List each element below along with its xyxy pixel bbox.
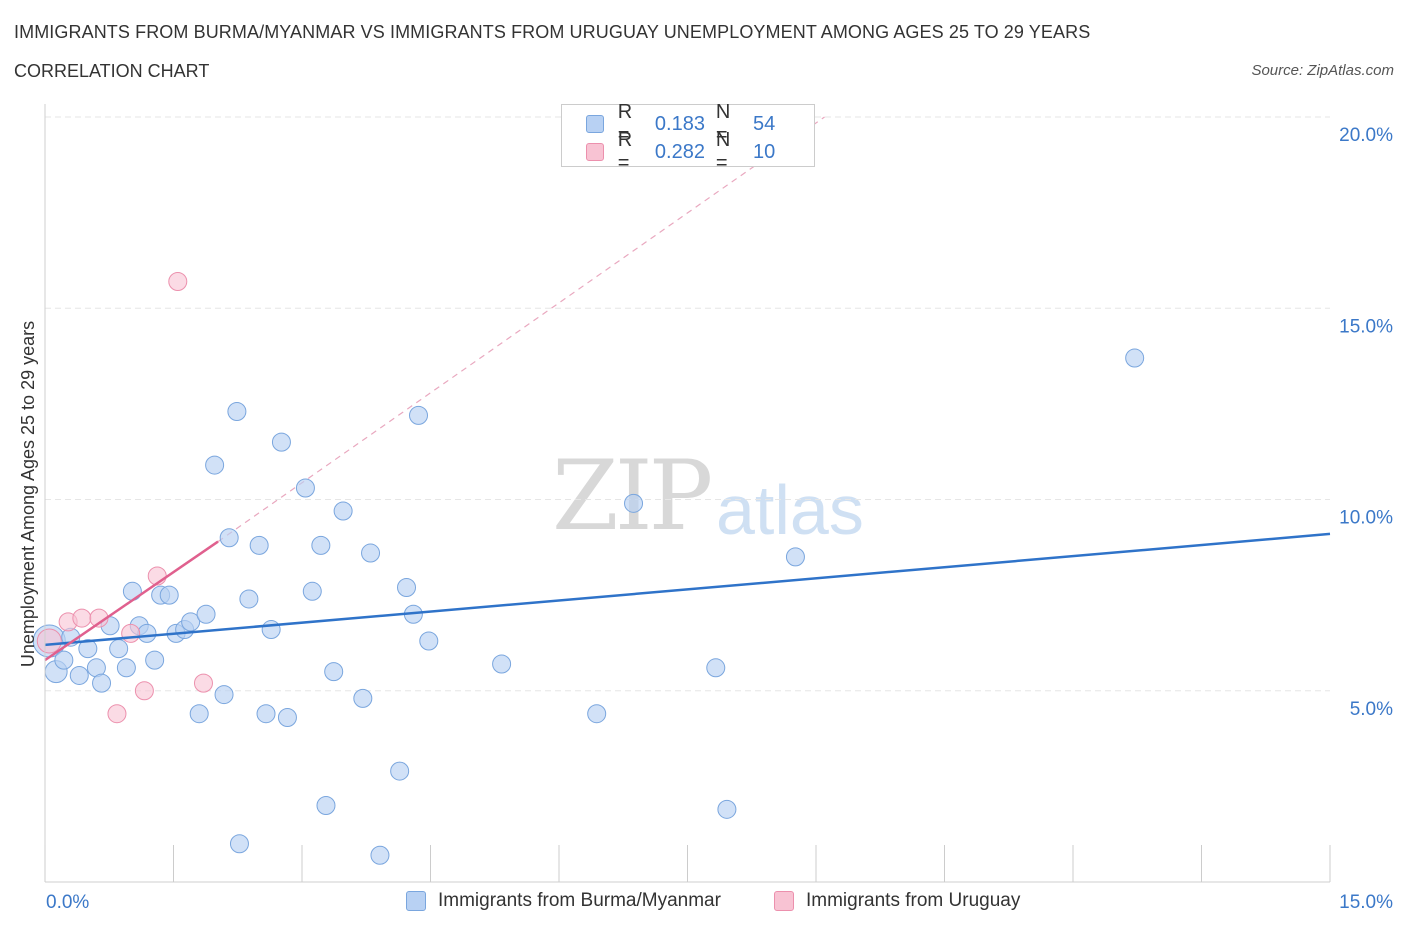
burma-point	[227, 402, 247, 422]
burma-point	[409, 405, 429, 425]
burma-point	[624, 493, 644, 513]
burma-point	[181, 612, 201, 632]
legend-n-label: N =	[715, 129, 731, 174]
burma-point	[196, 604, 216, 624]
y-tick-label: 15.0%	[1339, 316, 1393, 337]
burma-point	[587, 704, 607, 724]
burma-point	[706, 658, 726, 678]
burma-point	[219, 528, 239, 548]
y-axis-label: Unemployment Among Ages 25 to 29 years	[18, 321, 38, 667]
burma-point	[137, 623, 157, 643]
burma-point	[214, 685, 234, 705]
burma-point	[54, 650, 74, 670]
legend-row-uruguay: R = 0.282 N = 10	[586, 129, 814, 174]
uruguay-point	[193, 673, 213, 693]
burma-point	[492, 654, 512, 674]
source-label: Source: ZipAtlas.com	[1251, 62, 1394, 79]
burma-point	[302, 581, 322, 601]
bottom-legend-label: Immigrants from Uruguay	[806, 890, 1021, 911]
burma-point	[261, 620, 281, 640]
bottom-legend-burma: Immigrants from Burma/Myanmar	[406, 890, 721, 912]
burma-point	[256, 704, 276, 724]
chart-title: IMMIGRANTS FROM BURMA/MYANMAR VS IMMIGRA…	[14, 22, 1091, 42]
uruguay-trend-extension	[217, 116, 825, 543]
burma-point	[92, 673, 112, 693]
x-tick-label: 15.0%	[1339, 892, 1393, 913]
burma-point	[239, 589, 259, 609]
bottom-legend-uruguay: Immigrants from Uruguay	[774, 890, 1020, 912]
x-tick-label: 0.0%	[46, 892, 89, 913]
uruguay-trend-line	[44, 540, 219, 662]
burma-point	[159, 585, 179, 605]
burma-point	[361, 543, 381, 563]
legend-n-label: N =	[715, 101, 731, 146]
burma-point	[390, 761, 410, 781]
point-layer	[32, 271, 1331, 865]
burma-point	[785, 547, 805, 567]
burma-point	[189, 704, 209, 724]
legend-r-value: 0.282	[654, 140, 705, 163]
legend-n-value: 10	[753, 140, 776, 163]
axis-layer: 5.0% 10.0% 15.0% 20.0% 0.0% 15.0%	[44, 104, 1393, 913]
legend-n-value: 54	[753, 112, 776, 135]
burma-point	[271, 432, 291, 452]
burma-point	[397, 577, 417, 597]
burma-point	[1125, 348, 1145, 368]
burma-point	[277, 708, 297, 728]
burma-point	[205, 455, 225, 475]
chart-subtitle: CORRELATION CHART	[14, 61, 210, 81]
uruguay-point	[134, 681, 154, 701]
uruguay-point	[121, 623, 141, 643]
trend-layer	[217, 116, 825, 543]
burma-point	[324, 662, 344, 682]
legend-r-label: R =	[617, 129, 633, 174]
burma-point	[145, 650, 165, 670]
y-tick-label: 10.0%	[1339, 508, 1393, 529]
bottom-legend-label: Immigrants from Burma/Myanmar	[438, 890, 721, 911]
burma-point	[122, 581, 142, 601]
legend-swatch-pink-icon	[586, 143, 604, 161]
uruguay-point	[168, 271, 188, 291]
burma-point	[353, 688, 373, 708]
burma-trend-line	[44, 532, 1331, 647]
burma-point	[249, 535, 269, 555]
burma-point	[295, 478, 315, 498]
burma-point	[316, 796, 336, 815]
legend-r-value: 0.183	[654, 112, 705, 135]
y-tick-label: 5.0%	[1350, 699, 1393, 720]
watermark-atlas: atlas	[716, 471, 864, 549]
stats-legend: R = 0.183 N = 54 R = 0.282 N = 10	[561, 101, 815, 174]
y-tick-label: 20.0%	[1339, 125, 1393, 146]
burma-point	[333, 501, 353, 521]
legend-r-label: R =	[617, 101, 633, 146]
uruguay-point	[72, 608, 92, 628]
burma-point	[717, 799, 737, 819]
burma-point	[78, 639, 98, 659]
legend-row-burma: R = 0.183 N = 54	[586, 101, 814, 146]
burma-point	[116, 658, 136, 678]
burma-point	[229, 834, 249, 854]
burma-point	[370, 845, 390, 865]
burma-point	[311, 535, 331, 555]
burma-point	[419, 631, 439, 651]
bottom-legend-blue-icon	[406, 891, 426, 911]
uruguay-point	[36, 628, 62, 654]
bottom-legend-pink-icon	[774, 891, 794, 911]
burma-point	[109, 639, 129, 659]
burma-point	[69, 665, 89, 685]
legend-swatch-blue-icon	[586, 115, 604, 133]
uruguay-point	[107, 704, 127, 724]
